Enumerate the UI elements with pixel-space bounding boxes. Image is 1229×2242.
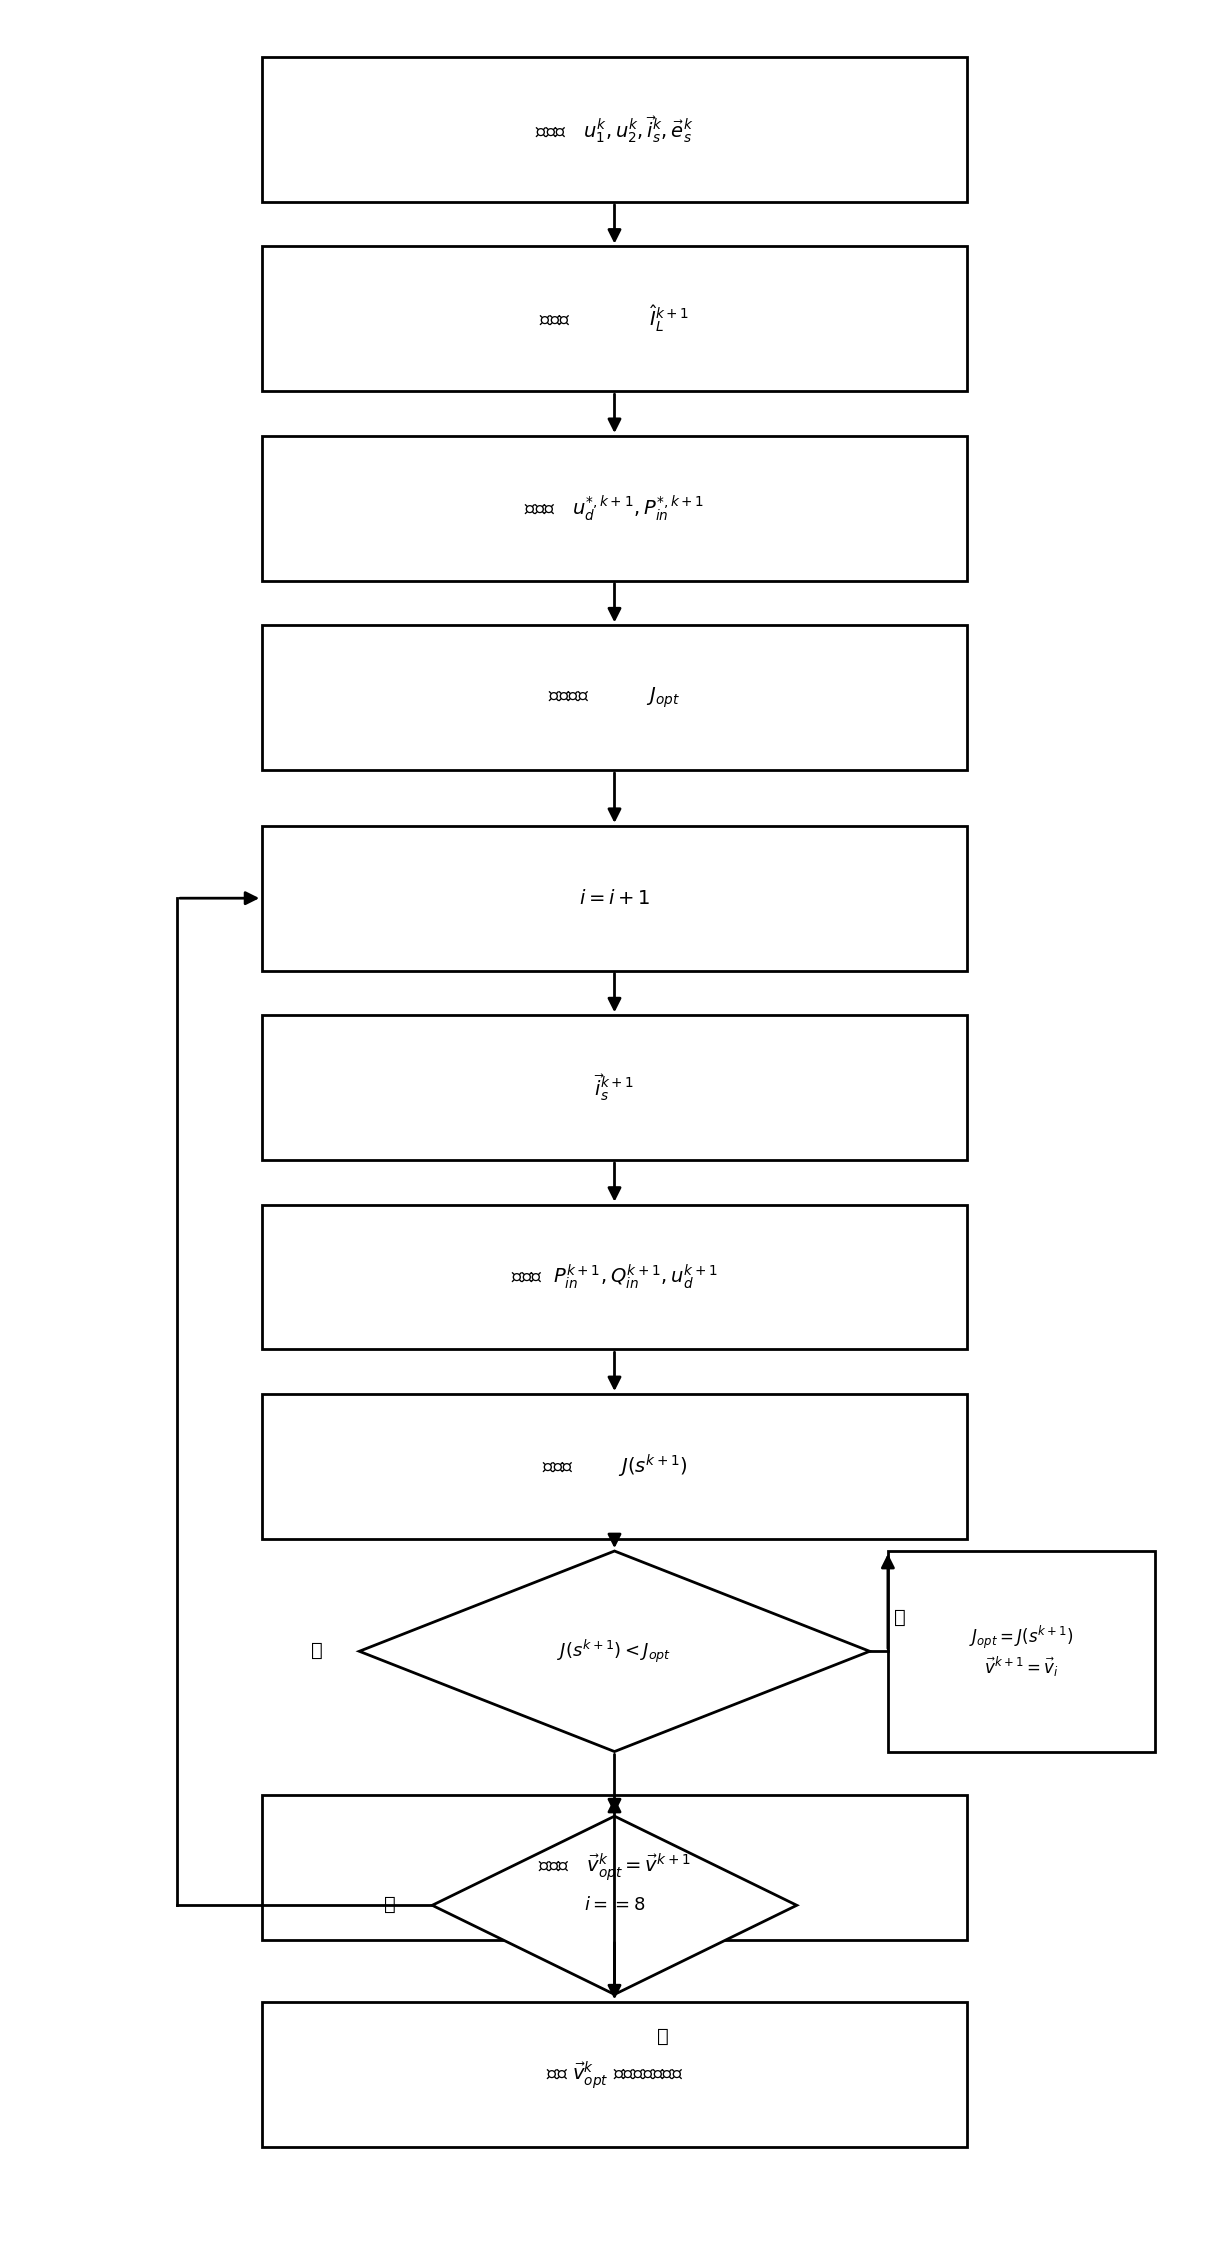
FancyBboxPatch shape <box>262 1016 967 1159</box>
FancyBboxPatch shape <box>887 1551 1155 1751</box>
FancyBboxPatch shape <box>262 435 967 581</box>
Text: 初始化：          $J_{opt}$: 初始化： $J_{opt}$ <box>548 686 681 711</box>
Text: 输出：   $\vec{v}_{opt}^k = \vec{v}^{k+1}$: 输出： $\vec{v}_{opt}^k = \vec{v}^{k+1}$ <box>538 1852 691 1883</box>
Text: 计算：        $J(s^{k+1})$: 计算： $J(s^{k+1})$ <box>542 1453 687 1480</box>
Text: $\vec{i}_s^{k+1}$: $\vec{i}_s^{k+1}$ <box>595 1072 634 1103</box>
FancyBboxPatch shape <box>262 56 967 202</box>
Text: 计算：   $u_d^{*,k+1}, P_{in}^{*,k+1}$: 计算： $u_d^{*,k+1}, P_{in}^{*,k+1}$ <box>525 493 704 522</box>
Text: $i == 8$: $i == 8$ <box>584 1897 645 1915</box>
Polygon shape <box>433 1816 796 1995</box>
Text: 估算：             $\hat{I}_L^{k+1}$: 估算： $\hat{I}_L^{k+1}$ <box>540 303 689 334</box>
Text: 否: 否 <box>311 1643 323 1661</box>
Text: $J_{opt} = J(s^{k+1})$
$\vec{v}^{k+1} = \vec{v}_i$: $J_{opt} = J(s^{k+1})$ $\vec{v}^{k+1} = … <box>970 1623 1074 1679</box>
FancyBboxPatch shape <box>262 247 967 392</box>
Text: 否: 否 <box>383 1897 396 1915</box>
Polygon shape <box>359 1551 870 1751</box>
Text: 测量：   $u_1^k, u_2^k, \vec{i}_s^k, \vec{e}_s^k$: 测量： $u_1^k, u_2^k, \vec{i}_s^k, \vec{e}_… <box>536 114 693 146</box>
FancyBboxPatch shape <box>262 1796 967 1939</box>
FancyBboxPatch shape <box>262 2002 967 2148</box>
Text: 是: 是 <box>658 2027 669 2047</box>
FancyBboxPatch shape <box>262 626 967 769</box>
FancyBboxPatch shape <box>262 825 967 971</box>
FancyBboxPatch shape <box>262 1204 967 1350</box>
Text: $J(s^{k+1}) < J_{opt}$: $J(s^{k+1}) < J_{opt}$ <box>558 1637 671 1666</box>
Text: 输出 $\vec{v}_{opt}^k$ 对应的开关矢量: 输出 $\vec{v}_{opt}^k$ 对应的开关矢量 <box>546 2058 683 2090</box>
Text: 是: 是 <box>893 1610 906 1628</box>
FancyBboxPatch shape <box>262 1395 967 1538</box>
Text: $i = i+1$: $i = i+1$ <box>579 888 650 908</box>
Text: 预测：  $P_{in}^{k+1}, Q_{in}^{k+1}, u_d^{k+1}$: 预测： $P_{in}^{k+1}, Q_{in}^{k+1}, u_d^{k+… <box>511 1262 718 1291</box>
